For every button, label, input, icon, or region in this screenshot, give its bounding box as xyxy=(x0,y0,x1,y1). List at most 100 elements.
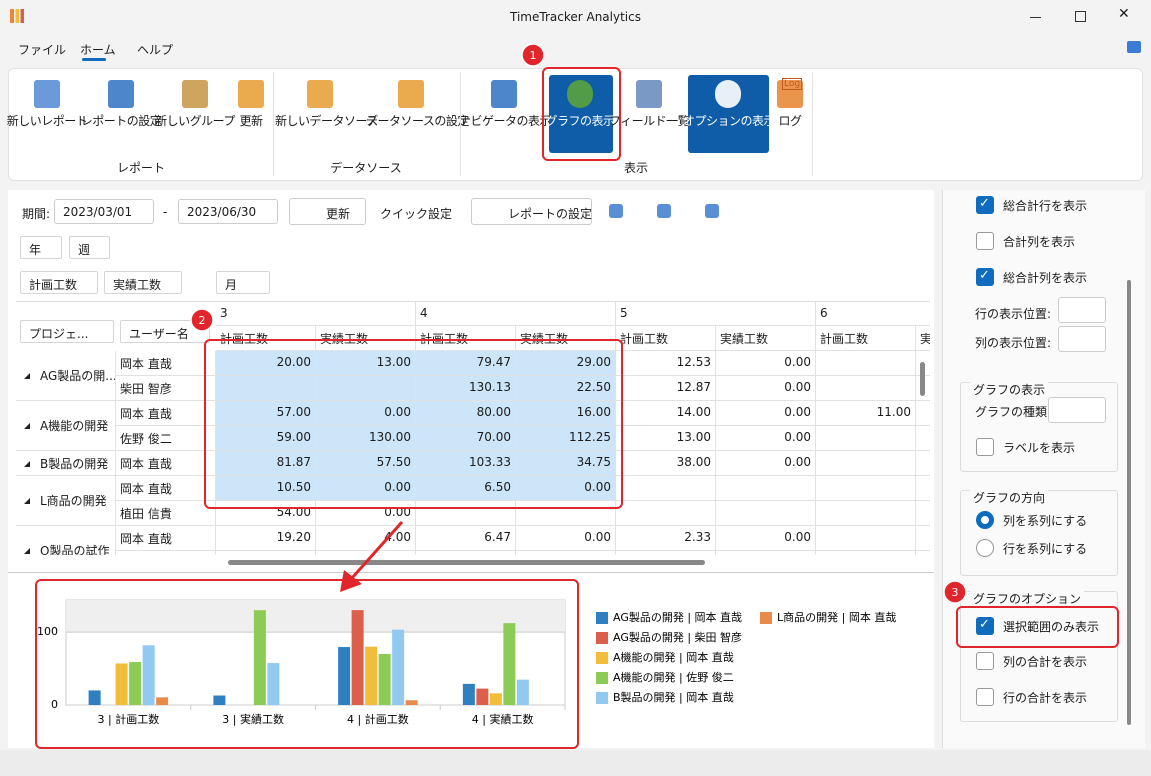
group-title: グラフのオプション xyxy=(970,590,1085,607)
chat-icon[interactable] xyxy=(1127,41,1141,53)
checkbox[interactable] xyxy=(976,652,994,670)
field-button[interactable]: 週 xyxy=(69,236,110,259)
checkbox[interactable] xyxy=(976,232,994,250)
quick-settings[interactable]: クイック設定 xyxy=(380,207,453,221)
data-cell xyxy=(716,501,816,526)
date-input[interactable]: 2023/03/01 xyxy=(54,199,154,224)
field-button[interactable]: 年 xyxy=(20,236,62,259)
data-cell: 0.00 xyxy=(716,426,816,451)
field-button[interactable]: 月 xyxy=(216,271,270,294)
callout-badge xyxy=(943,580,967,604)
column-header: 6 xyxy=(816,302,930,326)
ribbon-button[interactable]: フィールド一覧 xyxy=(608,114,690,128)
data-cell xyxy=(916,526,930,551)
app-icon xyxy=(10,9,24,23)
expand-triangle[interactable] xyxy=(24,548,30,554)
checkbox[interactable] xyxy=(976,688,994,706)
ribbon-button[interactable]: データソースの設定 xyxy=(366,114,469,128)
checkbox[interactable] xyxy=(976,196,994,214)
callout-box xyxy=(204,339,623,509)
window-title: TimeTracker Analytics xyxy=(510,10,641,24)
data-cell xyxy=(716,476,816,501)
expand-triangle[interactable] xyxy=(24,460,30,467)
row-group-header: L商品の開発 xyxy=(16,476,116,526)
expand-triangle[interactable] xyxy=(24,423,30,429)
ribbon-icon xyxy=(715,80,741,108)
option-label[interactable]: 行を系列にする xyxy=(1003,542,1088,556)
menu-tab[interactable]: ヘルプ xyxy=(137,43,174,57)
expand-triangle[interactable] xyxy=(24,373,30,379)
data-cell xyxy=(616,501,716,526)
option-label[interactable]: 列の合計を表示 xyxy=(1003,655,1088,669)
ribbon-button[interactable]: 新しいグループ xyxy=(155,114,235,128)
date-separator: - xyxy=(163,205,168,219)
chart-type-dropdown[interactable] xyxy=(1048,397,1106,423)
row-header: 柴田 智彦 xyxy=(116,376,216,401)
option-label[interactable]: 選択範囲のみ表示 xyxy=(1003,620,1100,634)
option-label[interactable]: 列を系列にする xyxy=(1003,514,1088,528)
option-label[interactable]: 総合計列を表示 xyxy=(1003,271,1088,285)
field-button[interactable]: ユーザー名 xyxy=(120,320,210,343)
date-input[interactable]: 2023/06/30 xyxy=(178,199,278,224)
y-tick-label: 100 xyxy=(37,625,58,638)
ribbon-divider xyxy=(812,72,813,176)
option-label[interactable]: 合計列を表示 xyxy=(1003,235,1076,249)
toolbar-icon[interactable] xyxy=(657,204,671,218)
menu-underline xyxy=(82,58,106,61)
report-settings-button[interactable]: レポートの設定 xyxy=(471,198,592,225)
data-cell: 112.25 xyxy=(516,426,616,451)
ribbon-button[interactable]: レポートの設定 xyxy=(80,114,162,128)
data-cell: 0.00 xyxy=(716,526,816,551)
column-subheader: 計画工数 xyxy=(816,326,916,351)
col-position-label: 列の表示位置: xyxy=(975,336,1052,350)
option-label[interactable]: 総合計行を表示 xyxy=(1003,199,1088,213)
bar xyxy=(476,688,489,705)
menu-tab[interactable]: ファイル xyxy=(18,43,67,57)
ribbon-icon xyxy=(491,80,517,108)
maximize-button[interactable] xyxy=(1075,11,1086,22)
row-header: 岡本 直哉 xyxy=(116,551,216,555)
legend-label: AG製品の開発 | 柴田 智彦 xyxy=(613,630,742,644)
field-button[interactable]: プロジェ... xyxy=(20,320,114,343)
toolbar-icon[interactable] xyxy=(705,204,719,218)
bar xyxy=(253,610,266,705)
toolbar-icon[interactable] xyxy=(609,204,623,218)
data-cell: 0.00 xyxy=(516,476,616,501)
radio-button[interactable] xyxy=(976,511,994,529)
bar xyxy=(267,663,280,705)
refresh-button[interactable]: 更新 xyxy=(289,198,366,225)
ribbon-icon xyxy=(34,80,60,108)
position-dropdown[interactable] xyxy=(1058,297,1106,323)
ribbon-button[interactable]: 新しいデータソース xyxy=(275,114,378,128)
ribbon-icon xyxy=(777,80,803,108)
data-cell xyxy=(316,376,416,401)
ribbon-button[interactable]: グラフの表示 xyxy=(545,114,615,128)
position-dropdown[interactable] xyxy=(1058,326,1106,352)
checkbox[interactable] xyxy=(976,438,994,456)
data-cell xyxy=(816,476,916,501)
menu-tab[interactable]: ホーム xyxy=(80,43,116,57)
row-group-header: AG製品の開... xyxy=(16,351,116,401)
field-button[interactable]: 計画工数 xyxy=(20,271,98,294)
ribbon-button[interactable]: ナビゲータの表示 xyxy=(459,114,552,128)
bar xyxy=(351,610,364,705)
field-button[interactable]: 実績工数 xyxy=(104,271,182,294)
ribbon-button[interactable]: ログ xyxy=(778,114,802,128)
checkbox[interactable] xyxy=(976,617,994,635)
checkbox[interactable] xyxy=(976,268,994,286)
option-label[interactable]: ラベルを表示 xyxy=(1003,441,1076,455)
ribbon-button[interactable]: オプションの表示 xyxy=(683,114,776,128)
data-cell: 16.00 xyxy=(516,401,616,426)
legend-swatch xyxy=(596,672,608,684)
ribbon-button[interactable]: 更新 xyxy=(239,114,263,128)
radio-button[interactable] xyxy=(976,539,994,557)
minimize-button[interactable] xyxy=(1030,17,1041,18)
group-title: グラフの方向 xyxy=(970,489,1049,506)
option-label[interactable]: 行の合計を表示 xyxy=(1003,691,1088,705)
data-cell: 80.00 xyxy=(416,401,516,426)
expand-triangle[interactable] xyxy=(24,498,30,504)
callout-number: 1 xyxy=(530,49,537,62)
ribbon-button[interactable]: 新しいレポート xyxy=(6,114,88,128)
close-button[interactable]: ✕ xyxy=(1118,6,1130,22)
data-cell xyxy=(816,351,916,376)
